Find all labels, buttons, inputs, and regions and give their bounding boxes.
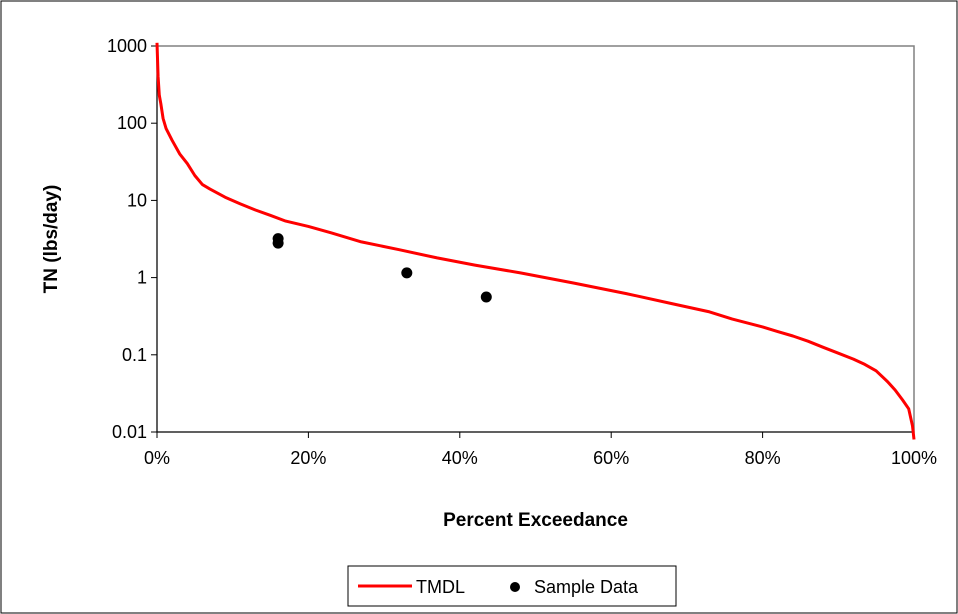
legend-sample-data-swatch	[510, 582, 520, 592]
x-tick-label: 60%	[593, 448, 629, 468]
y-tick-label: 100	[117, 113, 147, 133]
legend-sample-data-label: Sample Data	[534, 577, 639, 597]
y-tick-label: 10	[127, 190, 147, 210]
x-tick-label: 80%	[745, 448, 781, 468]
legend-tmdl-label: TMDL	[416, 577, 465, 597]
y-tick-label: 0.01	[112, 422, 147, 442]
x-axis-title: Percent Exceedance	[443, 510, 628, 531]
legend: TMDL Sample Data	[347, 565, 677, 607]
x-tick-label: 100%	[891, 448, 937, 468]
sample-data-point	[272, 237, 284, 249]
y-tick-label: 1	[137, 268, 147, 288]
y-axis-title: TN (lbs/day)	[41, 185, 62, 294]
x-tick-label: 20%	[290, 448, 326, 468]
axes-layer: 0.01 0.1 1 10 100 1000 0% 20% 40% 60% 80% 100%	[107, 36, 937, 468]
sample-data-point	[401, 267, 413, 279]
x-tick-label: 40%	[442, 448, 478, 468]
sample-data-point	[480, 291, 492, 303]
x-tick-label: 0%	[144, 448, 170, 468]
y-tick-label: 0.1	[122, 345, 147, 365]
y-tick-label: 1000	[107, 36, 147, 56]
tmdl-line	[155, 42, 916, 440]
series-layer	[155, 42, 916, 440]
